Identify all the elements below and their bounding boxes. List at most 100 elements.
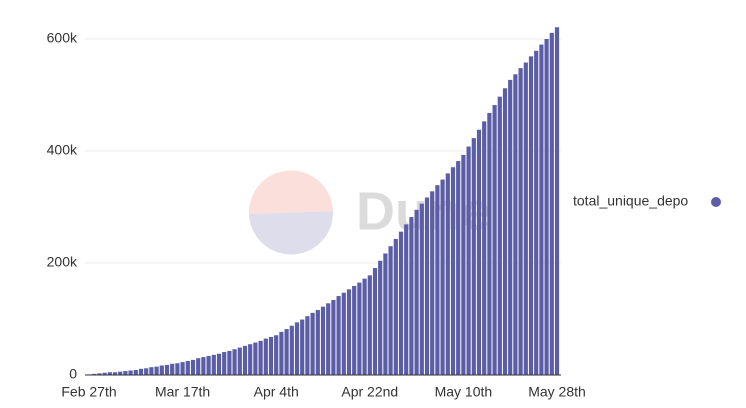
bar xyxy=(461,154,466,375)
bar xyxy=(518,68,523,376)
bar xyxy=(237,347,242,375)
bar xyxy=(383,253,388,375)
bar xyxy=(268,336,274,375)
bar xyxy=(154,366,159,375)
bar xyxy=(435,185,440,375)
bar xyxy=(102,372,107,375)
bar xyxy=(310,312,315,375)
bar xyxy=(456,161,461,375)
bar xyxy=(300,319,305,375)
x-tick-label: Feb 27th xyxy=(61,384,116,400)
bar xyxy=(263,338,268,375)
bar xyxy=(445,173,450,375)
watermark-logo-bottom xyxy=(249,211,334,255)
bar xyxy=(92,373,97,375)
y-tick-label: 400k xyxy=(47,142,78,158)
bar xyxy=(424,197,430,375)
bar xyxy=(258,340,263,375)
bar xyxy=(149,367,154,375)
bar xyxy=(138,368,144,375)
bar xyxy=(123,371,128,375)
bar xyxy=(378,260,383,375)
bar xyxy=(133,369,138,375)
bar xyxy=(144,368,149,375)
bar xyxy=(388,246,393,375)
bar xyxy=(289,325,294,375)
bar xyxy=(534,50,539,375)
bar xyxy=(112,372,118,375)
bar xyxy=(279,331,284,375)
bar xyxy=(440,179,445,375)
x-tick-label: May 10th xyxy=(435,384,493,400)
bar xyxy=(253,342,258,375)
x-tick-label: May 28th xyxy=(528,384,586,400)
bar xyxy=(497,96,502,376)
bar xyxy=(274,335,279,375)
bar xyxy=(242,345,248,375)
bar xyxy=(357,282,362,375)
bar xyxy=(227,350,232,375)
bar xyxy=(502,88,508,375)
bar xyxy=(222,352,227,375)
bar xyxy=(170,363,175,375)
bar xyxy=(487,112,492,376)
bar xyxy=(471,138,476,375)
bar xyxy=(164,364,170,375)
bar xyxy=(97,373,102,375)
x-tick-label: Apr 4th xyxy=(254,384,299,400)
bar xyxy=(118,371,123,375)
bar xyxy=(513,74,518,375)
y-tick-label: 600k xyxy=(47,30,78,46)
bar xyxy=(393,238,398,375)
bar xyxy=(180,362,185,375)
bar xyxy=(346,289,352,375)
bar xyxy=(404,224,409,375)
bar xyxy=(336,296,341,375)
bar xyxy=(523,62,528,376)
bar xyxy=(232,349,237,375)
bar xyxy=(508,79,513,375)
bar xyxy=(544,39,549,375)
bar xyxy=(419,203,424,375)
bar xyxy=(554,27,560,376)
bar xyxy=(450,167,456,375)
bar xyxy=(196,358,201,375)
bar xyxy=(409,217,414,375)
bar xyxy=(107,372,112,375)
bar xyxy=(414,209,419,375)
bar xyxy=(284,329,289,375)
bar xyxy=(315,310,320,375)
bar xyxy=(159,365,164,375)
bar xyxy=(398,231,404,375)
bar xyxy=(430,191,435,375)
bar xyxy=(206,355,211,375)
bar xyxy=(175,363,180,375)
bar xyxy=(341,292,346,375)
bar xyxy=(549,32,554,376)
bar xyxy=(201,357,206,375)
bar xyxy=(248,344,253,375)
bar xyxy=(476,129,482,375)
bar xyxy=(528,56,534,376)
bar xyxy=(216,353,222,375)
bar xyxy=(352,285,357,375)
y-tick-label: 200k xyxy=(47,254,78,270)
bar xyxy=(492,105,497,375)
x-tick-label: Apr 22nd xyxy=(341,384,398,400)
bar xyxy=(539,44,544,375)
bar xyxy=(362,278,367,375)
bar xyxy=(367,275,372,375)
bar xyxy=(294,322,300,375)
legend-label: total_unique_depo xyxy=(573,193,688,209)
bar xyxy=(466,146,471,375)
bar xyxy=(372,268,378,375)
bar xyxy=(128,370,133,375)
bar xyxy=(320,306,326,375)
bar xyxy=(305,316,310,375)
bar xyxy=(331,299,336,375)
bar xyxy=(326,303,331,375)
bar xyxy=(211,354,216,375)
bar xyxy=(185,361,190,375)
legend-marker xyxy=(711,197,721,207)
